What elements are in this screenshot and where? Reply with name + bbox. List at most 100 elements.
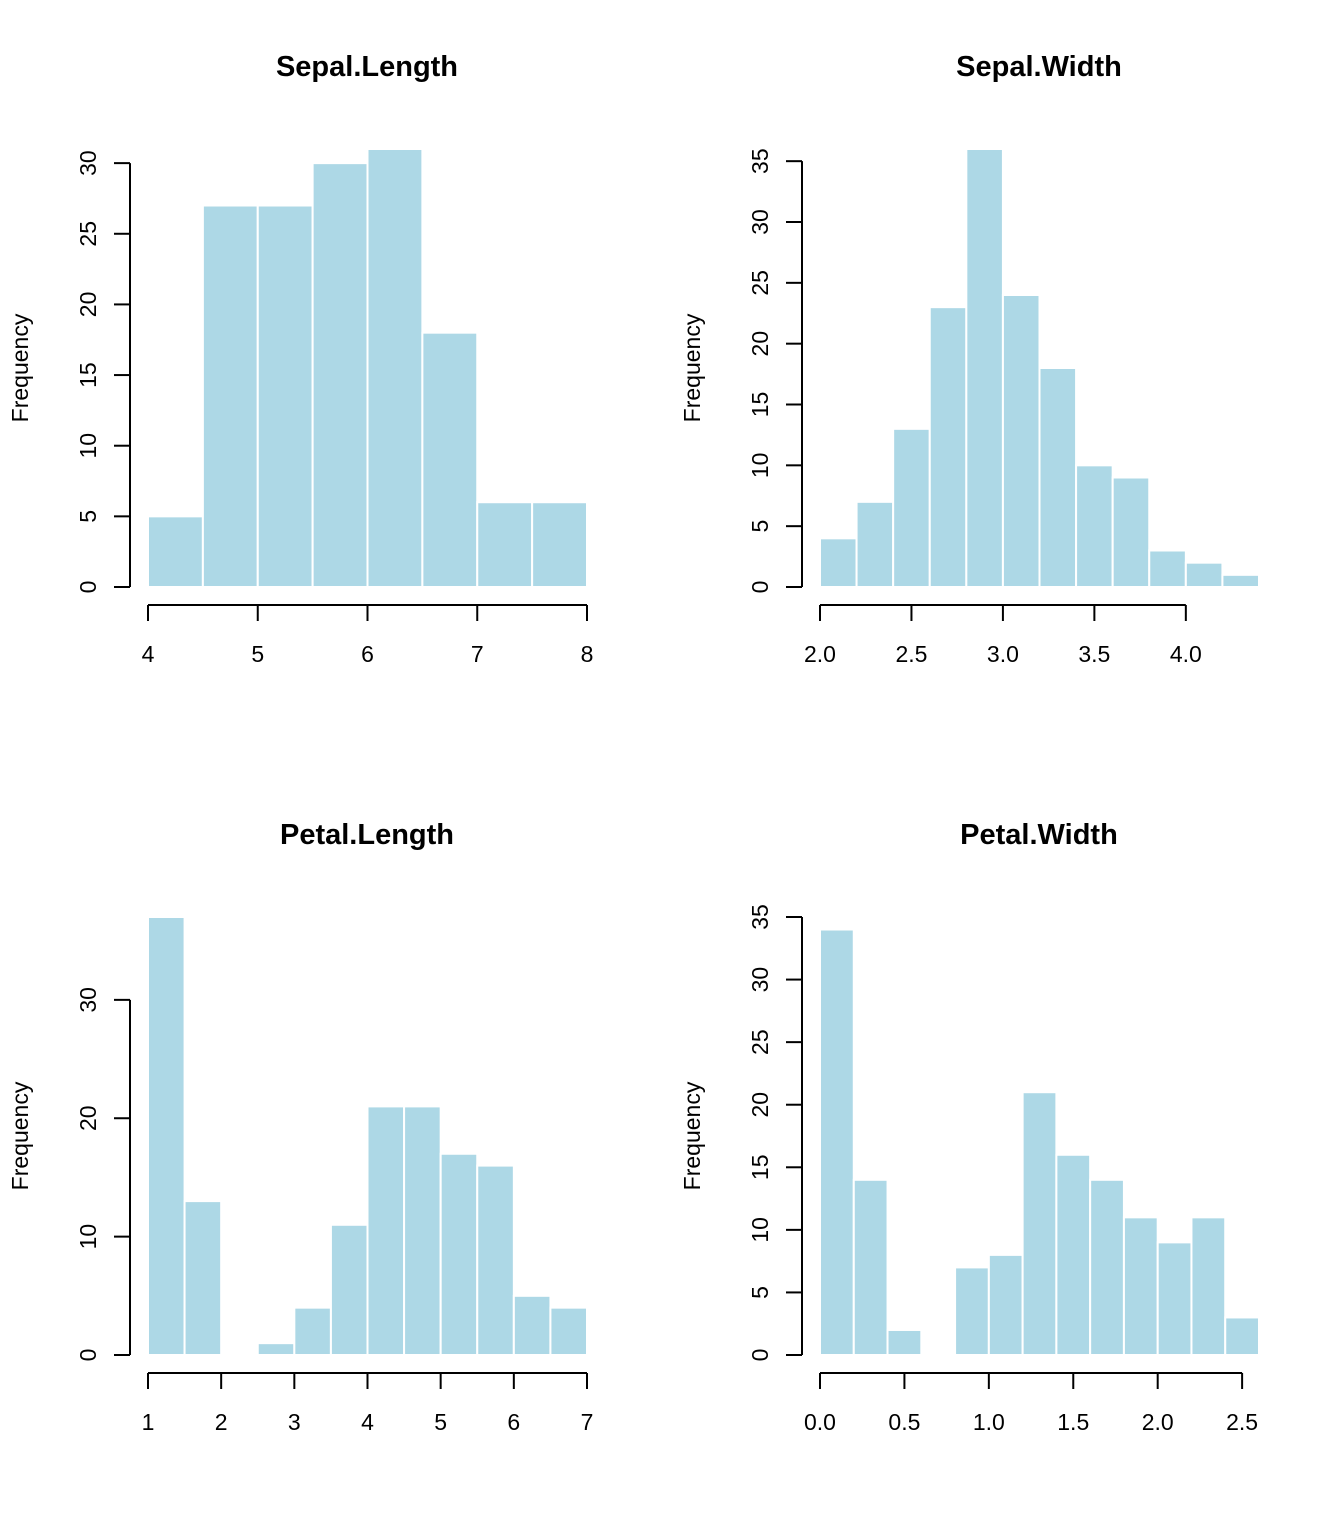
x-tick-label: 2.0 (804, 641, 836, 667)
y-axis-label: Frequency (7, 313, 33, 422)
histogram-bar (256, 1342, 296, 1356)
histogram-bar (1038, 367, 1078, 588)
y-tick-label: 5 (75, 510, 101, 523)
y-tick-label: 10 (75, 1224, 101, 1250)
x-tick-label: 5 (251, 641, 264, 667)
histogram-bar (311, 162, 369, 588)
histogram-bar (1111, 476, 1151, 588)
y-tick-label: 20 (747, 331, 773, 357)
histogram-bar (147, 515, 204, 589)
y-tick-label: 0 (75, 1349, 101, 1362)
histogram-panel-4: Petal.Width Frequency 0 5 10 15 20 25 30 35 0.0 0.5… (679, 819, 1260, 1435)
x-tick-label: 0.0 (804, 1409, 836, 1435)
y-tick-label: 15 (747, 392, 773, 418)
y-tick-label: 0 (747, 1349, 773, 1362)
y-tick-label: 0 (747, 581, 773, 594)
y-axis-label: Frequency (679, 313, 705, 422)
histogram-bar (1156, 1241, 1193, 1357)
histogram-bar (819, 928, 855, 1356)
histogram-bar (439, 1152, 479, 1356)
y-tick-label: 35 (747, 904, 773, 930)
y-tick-label: 30 (747, 209, 773, 235)
y-tick-label: 30 (75, 150, 101, 176)
histogram-panel-1: Sepal.Length Frequency 0 5 10 15 20 25 30 4 5 6 7 8 (7, 51, 593, 667)
histogram-bar (403, 1105, 442, 1356)
y-tick-label: 15 (747, 1154, 773, 1180)
histogram-bar (892, 427, 931, 589)
x-tick-label: 8 (581, 641, 594, 667)
histogram-bar (954, 1266, 990, 1357)
histogram-bar (476, 501, 534, 588)
x-tick-label: 2.5 (895, 641, 927, 667)
histogram-bar (201, 204, 259, 588)
histogram-bar (1221, 573, 1260, 588)
histogram-bar (1001, 294, 1041, 588)
y-tick-label: 15 (75, 362, 101, 388)
y-tick-label: 10 (747, 1217, 773, 1243)
histogram-bar (549, 1306, 589, 1357)
x-tick-label: 1.5 (1057, 1409, 1089, 1435)
histogram-bar (256, 204, 314, 588)
chart-title: Sepal.Length (276, 51, 458, 83)
y-tick-label: 25 (747, 1029, 773, 1055)
y-tick-label: 20 (747, 1092, 773, 1118)
histogram-bar (987, 1253, 1024, 1357)
histogram-bar (855, 500, 895, 589)
x-tick-label: 6 (361, 641, 374, 667)
y-tick-label: 20 (75, 1105, 101, 1131)
y-tick-label: 5 (747, 1286, 773, 1299)
x-tick-label: 2.0 (1142, 1409, 1174, 1435)
y-axis-label: Frequency (679, 1081, 705, 1190)
chart-title: Sepal.Width (956, 51, 1122, 83)
y-tick-label: 10 (75, 433, 101, 459)
y-tick-label: 25 (747, 270, 773, 296)
x-tick-label: 5 (434, 1409, 447, 1435)
chart-title: Petal.Width (960, 819, 1118, 851)
histogram-bar (1075, 464, 1114, 589)
y-tick-label: 0 (75, 581, 101, 594)
histogram-bar (147, 916, 186, 1356)
histogram-bar (1190, 1216, 1227, 1357)
histogram-bar (1089, 1178, 1125, 1357)
histogram-bar (1184, 561, 1224, 589)
histogram-bar (512, 1294, 552, 1356)
histogram-bar (1021, 1091, 1058, 1356)
y-tick-label: 25 (75, 221, 101, 247)
y-tick-label: 10 (747, 453, 773, 479)
chart-title: Petal.Length (280, 819, 454, 851)
y-tick-label: 35 (747, 148, 773, 174)
x-tick-label: 0.5 (888, 1409, 920, 1435)
histogram-bar (886, 1328, 923, 1357)
histogram-bar (421, 331, 479, 589)
x-tick-label: 3.5 (1078, 641, 1110, 667)
histogram-bar (531, 501, 588, 588)
y-tick-label: 30 (747, 967, 773, 993)
histogram-bar (1055, 1153, 1092, 1357)
x-tick-label: 6 (507, 1409, 520, 1435)
histogram-bar (928, 306, 968, 588)
histogram-bar (476, 1164, 515, 1357)
x-tick-label: 1 (142, 1409, 155, 1435)
x-tick-label: 4.0 (1170, 641, 1202, 667)
y-tick-label: 5 (747, 520, 773, 533)
histogram-bar (1122, 1216, 1159, 1357)
x-tick-label: 7 (581, 1409, 594, 1435)
histogram-bar (366, 148, 424, 588)
x-tick-label: 2 (215, 1409, 228, 1435)
y-axis-label: Frequency (7, 1081, 33, 1190)
histogram-bar (819, 537, 858, 588)
histogram-bar (366, 1105, 406, 1356)
histogram-bar (183, 1200, 223, 1357)
x-tick-label: 1.0 (973, 1409, 1005, 1435)
histogram-bar (965, 148, 1004, 588)
x-tick-label: 4 (142, 641, 155, 667)
histogram-bar (1148, 549, 1187, 588)
histogram-bar (329, 1223, 369, 1357)
histogram-panel-2: Sepal.Width Frequency 0 5 10 15 20 25 30 35 2.0 2.5… (679, 51, 1260, 667)
histogram-panel-3: Petal.Length Frequency 0 10 20 30 1 2 3 4 5 6 7 (7, 819, 593, 1435)
histogram-bar (293, 1306, 332, 1357)
x-tick-label: 4 (361, 1409, 374, 1435)
histogram-bar (1224, 1316, 1260, 1357)
x-tick-label: 7 (471, 641, 484, 667)
